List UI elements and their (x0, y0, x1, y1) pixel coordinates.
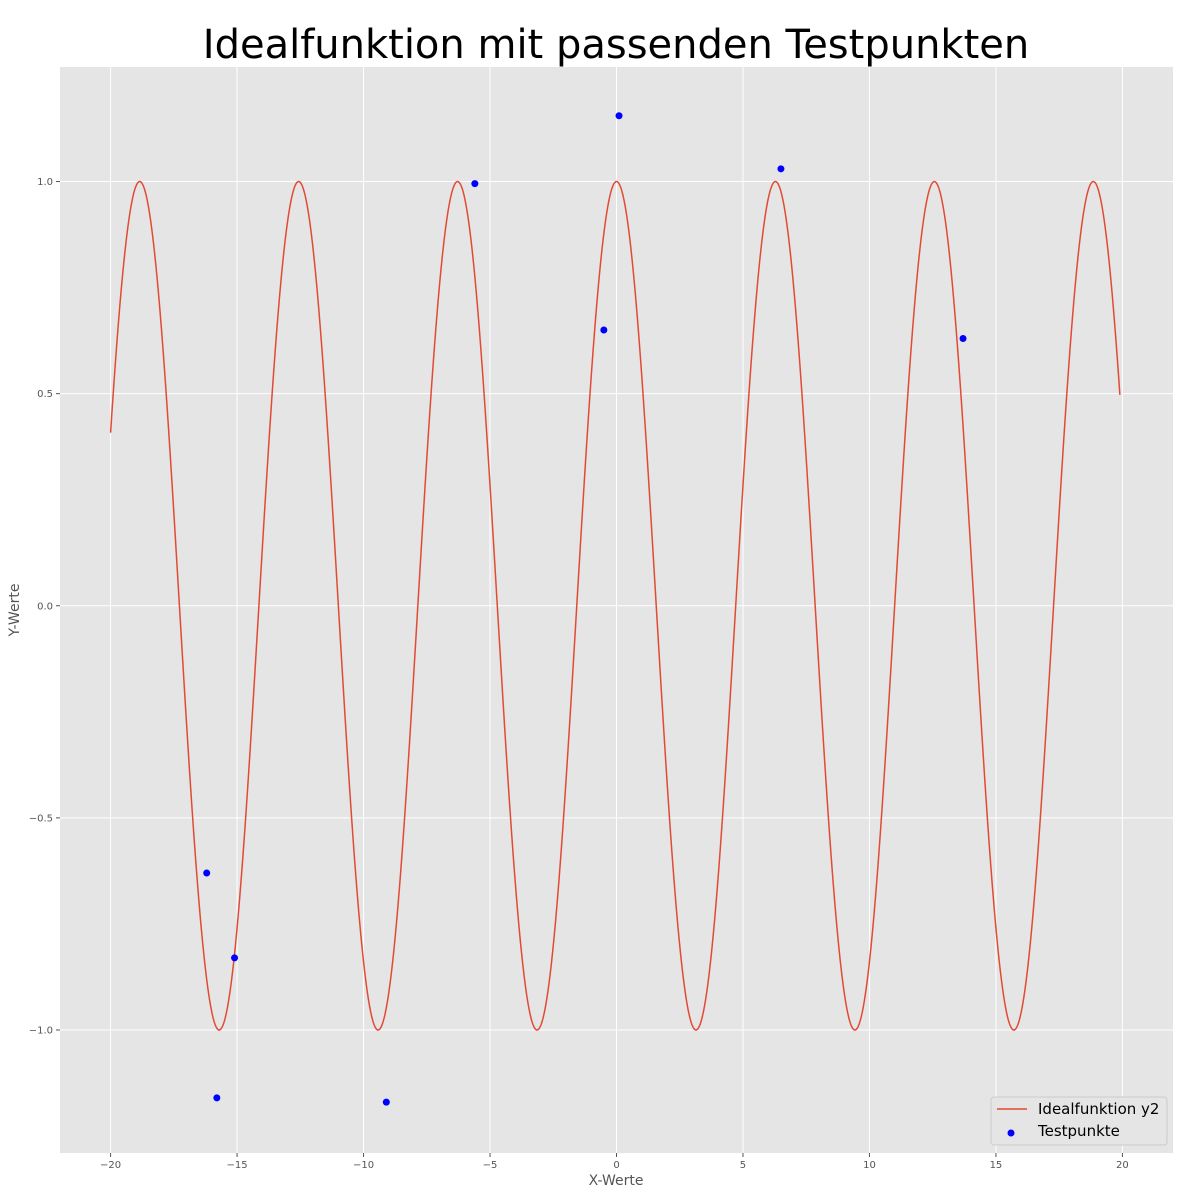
test-point (471, 180, 479, 188)
x-tick-label: −15 (227, 1160, 248, 1171)
test-point (777, 165, 785, 173)
test-point (213, 1094, 221, 1102)
legend-label-points: Testpunkte (1037, 1122, 1120, 1140)
chart-title: Idealfunktion mit passenden Testpunkten (203, 22, 1029, 68)
x-tick-label: −5 (483, 1160, 498, 1171)
test-points (203, 112, 967, 1106)
test-point (615, 112, 623, 120)
x-tick-label: 0 (613, 1160, 619, 1171)
y-tick-label: 0.0 (37, 601, 53, 612)
legend: Idealfunktion y2 Testpunkte (990, 1096, 1168, 1146)
x-tick-label: −20 (100, 1160, 121, 1171)
y-tick-label: −1.0 (29, 1025, 53, 1036)
test-point (203, 869, 211, 877)
y-tick-label: −0.5 (29, 813, 53, 824)
legend-point-swatch (1007, 1129, 1015, 1137)
test-point (959, 335, 967, 342)
y-tick-label: 1.0 (37, 177, 53, 188)
test-point (600, 326, 608, 334)
axis-ticks: −20 −15 −10 −5 0 5 10 15 20 −1.0 −0.5 0.0 0.5 1.0 (29, 177, 1129, 1171)
x-tick-label: 10 (863, 1160, 876, 1171)
x-tick-label: 15 (990, 1160, 1003, 1171)
x-tick-label: 20 (1116, 1160, 1129, 1171)
test-point (231, 954, 239, 962)
legend-box (990, 1096, 1168, 1146)
test-point (382, 1098, 390, 1106)
y-axis-label: Y-Werte (7, 584, 23, 638)
y-tick-label: 0.5 (37, 389, 53, 400)
x-tick-label: 5 (740, 1160, 746, 1171)
x-tick-label: −10 (353, 1160, 374, 1171)
x-axis-label: X-Werte (589, 1173, 644, 1189)
legend-label-ideal: Idealfunktion y2 (1038, 1100, 1159, 1118)
ideal-function-line (109, 180, 1121, 1031)
